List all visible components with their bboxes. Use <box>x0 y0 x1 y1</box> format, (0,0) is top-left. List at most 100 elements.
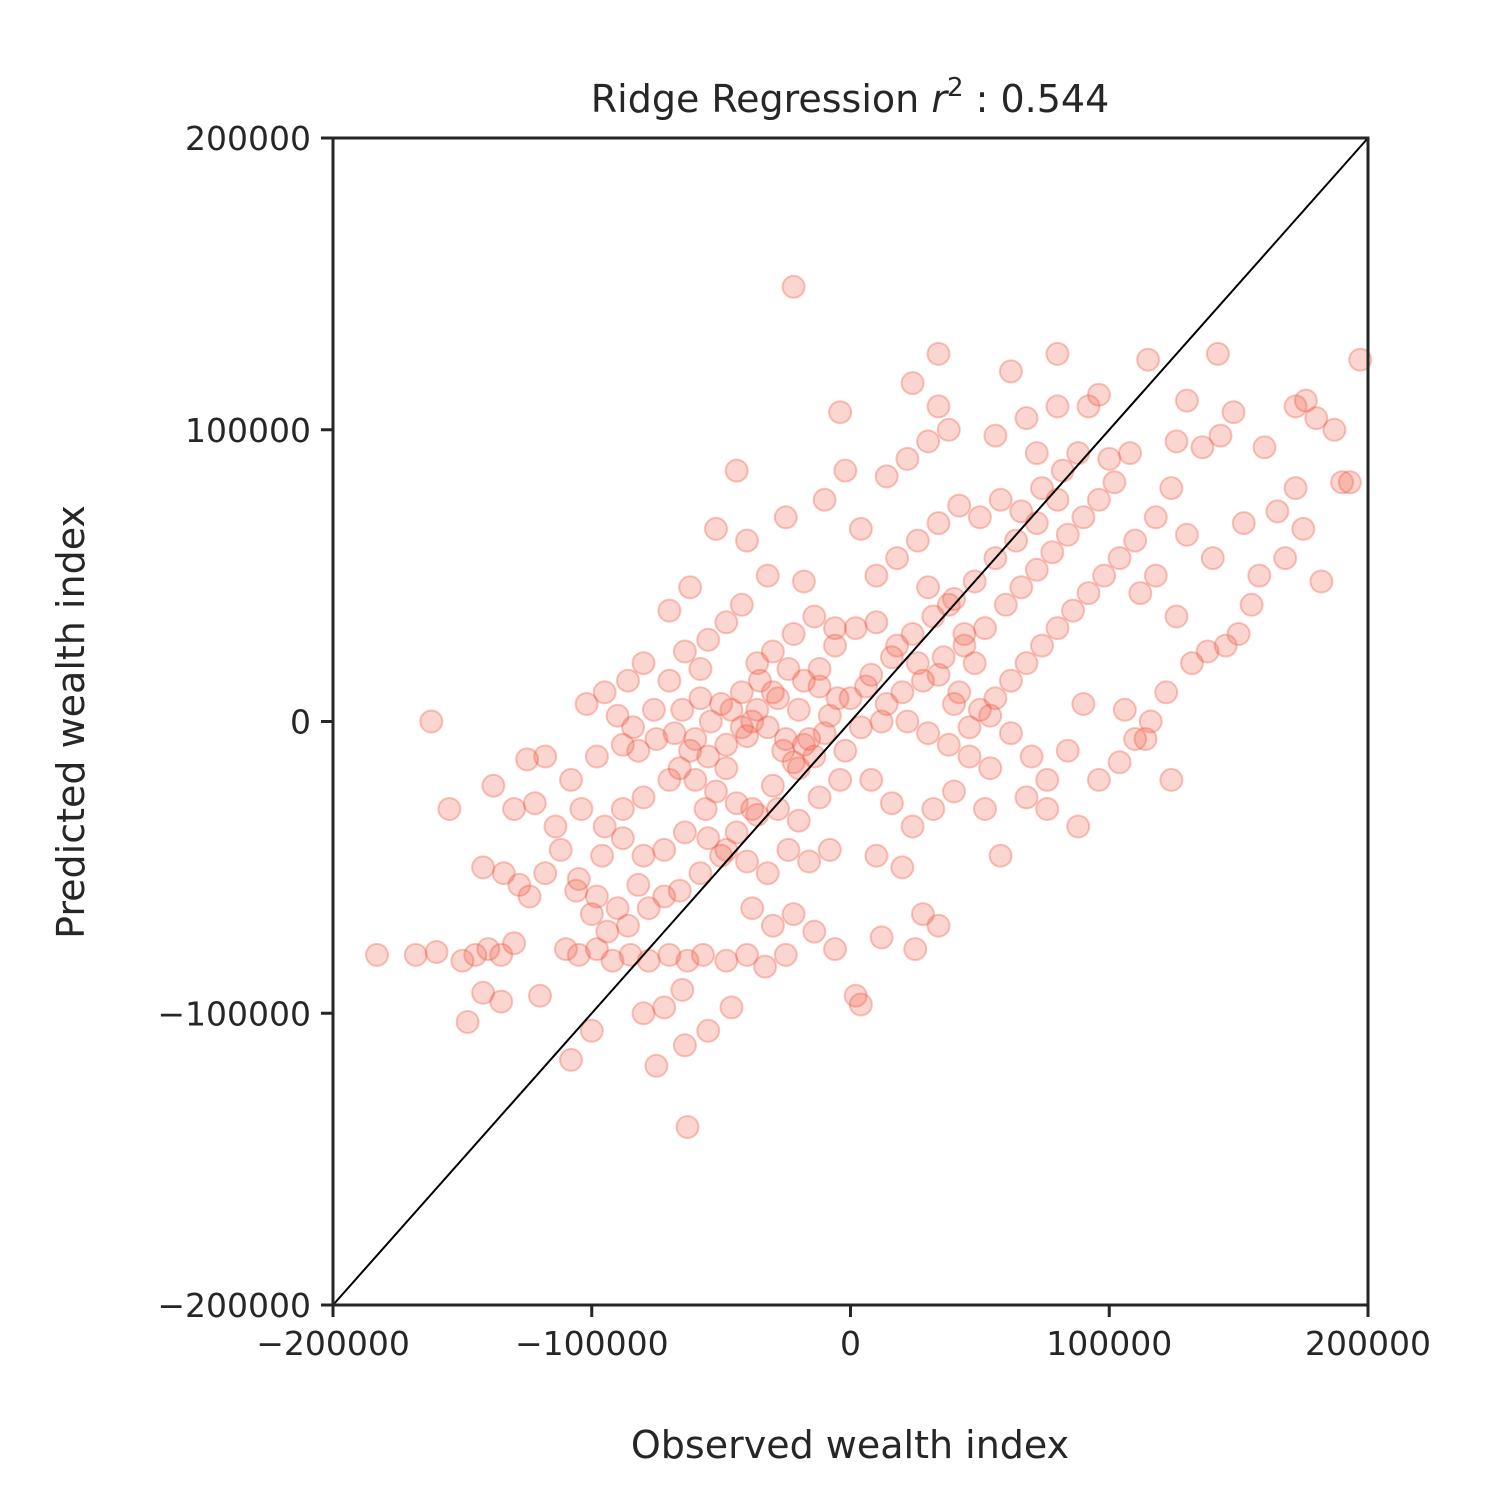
data-point <box>1045 341 1070 366</box>
data-point <box>773 942 798 967</box>
chart-title-suffix: : 0.544 <box>964 77 1110 121</box>
data-point <box>592 814 617 839</box>
data-point <box>1180 651 1204 676</box>
data-point <box>817 703 842 728</box>
data-point <box>807 657 832 681</box>
data-point <box>1226 622 1251 646</box>
data-point <box>998 359 1023 384</box>
x-axis-label: Observed wealth index <box>631 1423 1069 1467</box>
data-point <box>489 942 514 967</box>
data-point <box>1128 581 1153 606</box>
data-point <box>1293 388 1318 413</box>
data-point <box>905 651 930 676</box>
data-point <box>729 680 754 705</box>
data-point <box>1348 347 1373 372</box>
data-point <box>998 668 1023 693</box>
data-point <box>973 616 997 641</box>
data-point <box>879 645 904 670</box>
data-point <box>1086 382 1111 407</box>
data-point <box>502 931 527 956</box>
data-point <box>559 767 583 792</box>
data-point <box>926 913 951 938</box>
data-point <box>885 546 910 571</box>
data-point <box>791 569 816 594</box>
data-point <box>543 814 568 839</box>
data-point <box>652 837 677 862</box>
data-point <box>807 785 832 810</box>
data-point <box>1014 406 1039 431</box>
data-point <box>823 633 847 658</box>
data-point <box>1076 581 1101 606</box>
data-point <box>773 727 798 751</box>
data-point <box>569 797 594 821</box>
data-point <box>1273 546 1298 571</box>
data-point <box>926 341 951 366</box>
data-point <box>962 651 987 676</box>
data-point <box>1092 563 1117 588</box>
data-point <box>802 744 827 769</box>
data-point <box>729 715 754 740</box>
data-point <box>424 940 449 964</box>
data-point <box>579 1018 604 1043</box>
data-point <box>895 709 920 734</box>
data-point <box>859 662 884 687</box>
data-point <box>693 797 718 821</box>
data-point <box>942 692 966 716</box>
data-point <box>1221 400 1246 425</box>
data-point <box>667 756 692 781</box>
data-point <box>652 884 677 909</box>
data-point <box>735 849 759 874</box>
data-point <box>786 808 811 833</box>
data-point <box>515 747 540 772</box>
data-point <box>812 721 837 746</box>
data-point <box>817 837 842 862</box>
data-point <box>672 820 697 845</box>
data-point <box>605 703 630 728</box>
data-point <box>1322 417 1347 442</box>
data-point <box>885 633 910 658</box>
data-point <box>848 715 873 740</box>
chart-title-var: r <box>931 77 949 121</box>
data-point <box>644 727 669 751</box>
data-point <box>755 715 780 740</box>
data-point <box>1107 750 1132 775</box>
data-point <box>978 703 1003 728</box>
data-point <box>957 744 982 769</box>
data-point <box>670 697 695 722</box>
data-point <box>714 756 739 781</box>
data-point <box>1231 511 1256 536</box>
data-point <box>672 1033 697 1058</box>
data-point <box>1309 569 1334 594</box>
data-point <box>1213 633 1238 658</box>
data-point <box>823 937 847 962</box>
data-point <box>1304 406 1329 431</box>
data-point <box>921 797 946 821</box>
data-point <box>848 516 873 541</box>
data-point <box>696 627 721 652</box>
data-point <box>936 417 961 442</box>
data-point <box>574 692 599 716</box>
points-layer <box>365 274 1373 1139</box>
data-point <box>636 948 661 973</box>
data-point <box>900 371 925 396</box>
data-point <box>652 995 677 1020</box>
data-point <box>781 902 806 927</box>
data-point <box>696 744 721 769</box>
data-point <box>879 791 904 816</box>
data-point <box>781 274 806 299</box>
data-point <box>698 709 723 734</box>
data-point <box>636 896 661 921</box>
data-point <box>476 937 501 962</box>
data-point <box>833 458 858 483</box>
data-point <box>691 942 715 967</box>
data-point <box>1061 598 1085 623</box>
data-point <box>1174 388 1199 413</box>
data-point <box>828 400 853 425</box>
data-point <box>916 575 941 600</box>
data-point <box>1283 394 1308 419</box>
data-point <box>1009 575 1034 600</box>
data-point <box>740 709 765 734</box>
data-point <box>760 639 785 664</box>
data-point <box>1247 563 1272 588</box>
data-point <box>1239 592 1264 617</box>
